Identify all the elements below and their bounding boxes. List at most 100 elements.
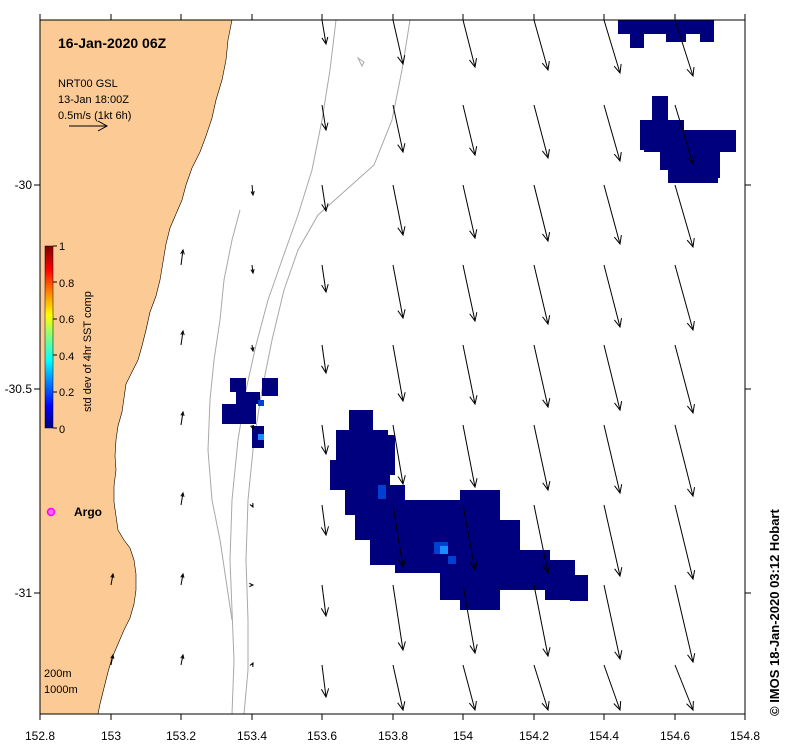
x-tick-label: 153 <box>101 729 121 743</box>
x-tick-label: 153.8 <box>378 729 408 743</box>
anomaly-cell <box>460 590 500 610</box>
current-vector <box>250 424 255 431</box>
x-tick-label: 153.2 <box>166 729 196 743</box>
depth-contours <box>207 20 411 714</box>
axis-ticks <box>34 14 751 720</box>
contour-legend-1000m: 1000m <box>44 684 78 696</box>
current-vector <box>392 584 406 652</box>
current-vector <box>533 504 551 575</box>
current-vector <box>603 104 622 163</box>
current-vector <box>392 664 406 712</box>
anomaly-cell <box>700 150 720 178</box>
current-vector <box>392 424 406 486</box>
current-vector <box>321 20 329 46</box>
contour-200m <box>229 20 337 714</box>
argo-label: Argo <box>74 505 102 519</box>
colorbar-tick: 0.8 <box>59 278 74 290</box>
current-vector <box>603 344 623 412</box>
current-vector <box>533 584 551 658</box>
anomaly-cell <box>370 455 395 475</box>
x-tick-label: 152.8 <box>25 729 55 743</box>
current-vector <box>249 661 254 668</box>
current-vector <box>320 424 329 456</box>
current-vector <box>674 20 695 78</box>
scale-arrow <box>69 120 109 132</box>
land-area <box>40 20 233 714</box>
current-vector <box>744 425 745 427</box>
anomaly-cell <box>262 378 278 396</box>
contour-legend: 200m 1000m <box>44 668 78 696</box>
current-vector <box>744 505 745 507</box>
current-vector <box>180 491 185 506</box>
current-vector <box>180 410 185 426</box>
contour-legend-200m: 200m <box>44 668 72 680</box>
current-vector <box>392 184 406 237</box>
current-vector <box>603 20 622 75</box>
current-vector <box>744 105 745 107</box>
current-vector <box>321 184 329 213</box>
current-vector <box>320 584 330 618</box>
anomaly-cell <box>395 555 465 573</box>
anomaly-cell <box>230 378 246 392</box>
current-vector <box>744 185 745 187</box>
current-vector <box>462 104 478 157</box>
contour-shallow <box>207 209 241 621</box>
anomaly-cell <box>236 392 260 404</box>
current-vector <box>603 504 623 578</box>
current-vector <box>744 20 745 22</box>
current-vector <box>744 665 745 667</box>
x-axis-labels: 152.8 153 153.2 153.4 153.6 153.8 154 15… <box>25 729 760 743</box>
colorbar-tick: 0 <box>59 424 65 436</box>
current-vector <box>392 504 406 569</box>
anomaly-cell <box>570 575 588 601</box>
y-tick-label: -30.5 <box>5 382 33 396</box>
current-vector <box>110 653 115 666</box>
source-info: NRT00 GSL 13-Jan 18:00Z 0.5m/s (1kt 6h) <box>58 78 131 132</box>
anomaly-cell <box>618 20 714 34</box>
current-vector <box>533 344 551 409</box>
sst-anomaly-cells <box>222 20 736 610</box>
x-tick-label: 153.6 <box>307 729 337 743</box>
source-model: NRT00 GSL <box>58 78 118 90</box>
current-vector <box>392 344 406 403</box>
current-vector <box>674 664 694 712</box>
anomaly-cell <box>375 435 395 455</box>
current-vector <box>392 20 406 66</box>
current-vector <box>462 584 478 655</box>
anomaly-cell <box>652 96 668 124</box>
credit-text: © IMOS 18-Jan-2020 03:12 Hobart <box>767 509 782 716</box>
current-vector <box>321 344 329 375</box>
current-vector <box>250 184 255 197</box>
current-vector <box>321 264 329 294</box>
current-vector <box>674 264 695 332</box>
current-vector <box>603 264 622 329</box>
colorbar-gradient <box>44 245 54 429</box>
current-vector <box>180 653 185 666</box>
colorbar-tick: 0.6 <box>59 314 74 326</box>
y-axis-labels: -30 -30.5 -31 <box>5 178 33 600</box>
current-vector <box>533 20 550 72</box>
colorbar-tick: 1 <box>59 241 65 253</box>
current-vector <box>462 264 478 323</box>
current-vector <box>674 504 696 581</box>
x-tick-label: 154.8 <box>730 729 760 743</box>
argo-float-icon <box>46 507 56 517</box>
anomaly-cell <box>644 130 736 152</box>
argo-marker: Argo <box>46 505 102 519</box>
current-vector <box>180 572 185 586</box>
current-vector <box>744 265 745 267</box>
current-vector <box>321 104 329 132</box>
current-vectors <box>110 20 745 712</box>
current-vector <box>533 424 551 492</box>
current-vector <box>744 345 745 347</box>
current-vector <box>462 20 478 69</box>
current-vector <box>603 584 623 661</box>
current-vector <box>744 585 745 588</box>
current-vector <box>674 184 695 249</box>
current-vector <box>674 424 696 498</box>
current-vector <box>180 329 185 346</box>
current-vector <box>392 104 406 154</box>
current-vector <box>320 664 330 699</box>
current-vector <box>249 582 255 588</box>
